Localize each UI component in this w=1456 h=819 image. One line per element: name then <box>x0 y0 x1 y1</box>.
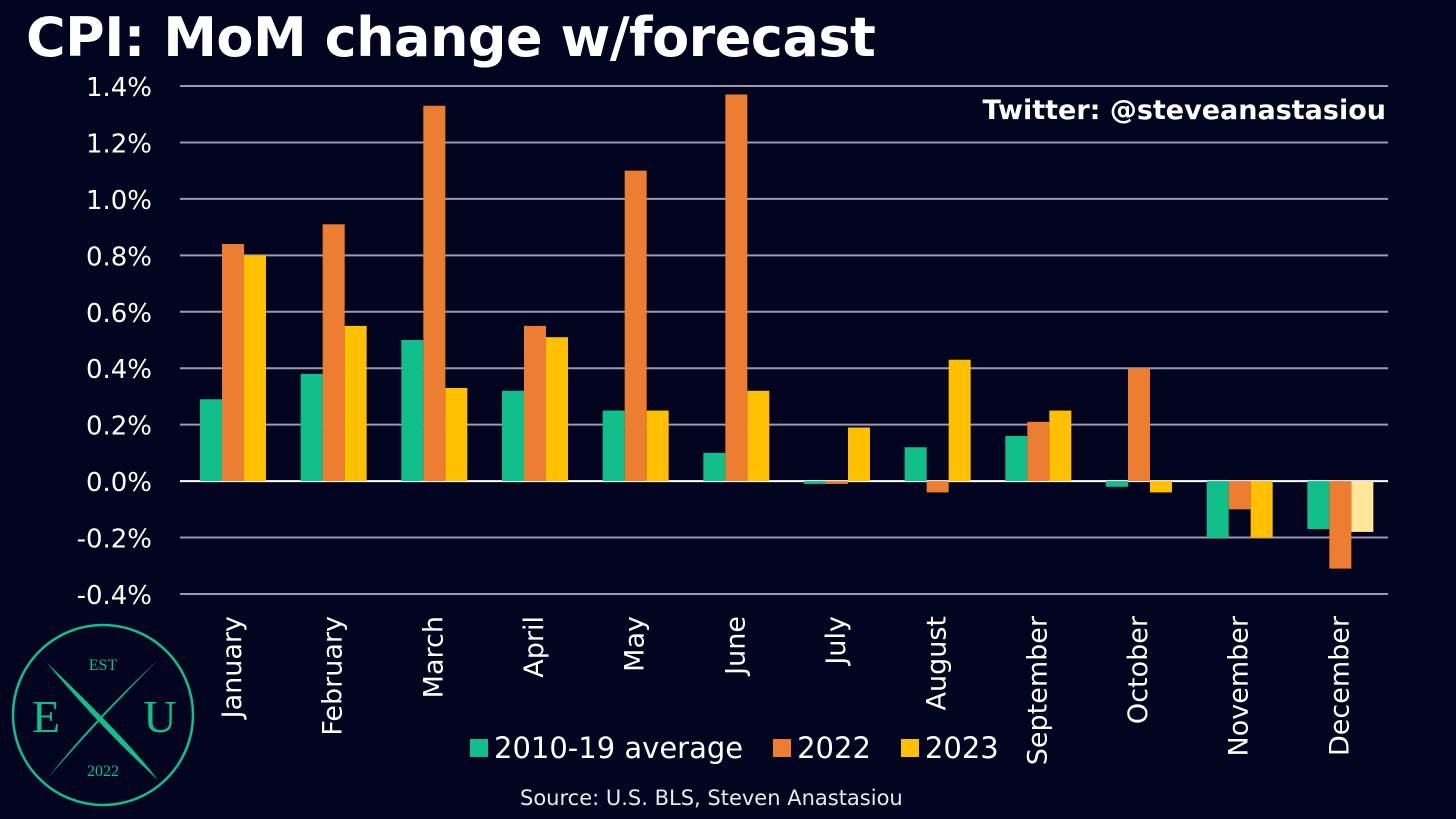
legend-label-2023: 2023 <box>924 731 999 765</box>
x-tick-label-april: April <box>519 616 550 678</box>
legend-item-2022: 2022 <box>773 731 871 765</box>
bar-2023-january <box>244 255 266 482</box>
bar-2022-december <box>1329 481 1352 569</box>
legend: 2010-19 average 2022 2023 <box>470 731 1029 765</box>
bar-2022-may <box>624 170 647 482</box>
chart-title: CPI: MoM change w/forecast <box>26 6 876 69</box>
bar-2023-july <box>848 427 870 482</box>
bar-2022-january <box>222 244 244 482</box>
y-tick-label: -0.2% <box>77 525 152 555</box>
bar-2010-19-average-december <box>1307 481 1330 530</box>
bar-2022-september <box>1027 421 1050 482</box>
y-tick-label: 1.0% <box>86 186 152 216</box>
bar-2023-april <box>546 337 568 482</box>
gridlines <box>180 85 1388 595</box>
bar-2010-19-average-november <box>1206 481 1229 538</box>
bar-2022-june <box>725 94 748 482</box>
x-tick-label-may: May <box>620 616 651 672</box>
bar-2023-august <box>948 359 971 482</box>
bar-2022-august <box>926 481 949 493</box>
x-tick-label-october: October <box>1123 615 1154 724</box>
legend-swatch-2023 <box>900 739 919 757</box>
bar-2023-may <box>646 410 669 482</box>
y-tick-label: 1.4% <box>86 73 152 103</box>
bar-2022-april <box>524 325 546 482</box>
y-tick-label: 0.2% <box>86 412 152 442</box>
bar-2010-19-average-april <box>502 390 524 482</box>
x-tick-label-june: June <box>720 616 751 677</box>
legend-swatch-avg <box>470 739 488 757</box>
bar-2022-november <box>1228 481 1251 510</box>
bar-2022-march <box>423 105 446 482</box>
x-tick-label-august: August <box>922 616 953 711</box>
bar-2023-december <box>1351 481 1374 532</box>
y-tick-label: 0.6% <box>86 299 152 329</box>
logo-e: E <box>32 691 60 742</box>
x-tick-label-september: September <box>1022 615 1053 765</box>
bar-2010-19-average-august <box>904 447 927 482</box>
y-tick-label: 0.4% <box>86 355 152 385</box>
bar-2023-october <box>1150 481 1172 493</box>
x-tick-label-november: November <box>1224 615 1255 756</box>
y-tick-label: 0.0% <box>86 468 152 498</box>
bar-2023-september <box>1049 410 1072 482</box>
x-tick-label-july: July <box>821 616 852 667</box>
bar-2010-19-average-january <box>200 399 222 482</box>
x-axis-ticks: January February March April May June July Augu… <box>217 615 1355 765</box>
x-tick-label-january: January <box>217 616 248 720</box>
x-tick-label-march: March <box>418 616 449 698</box>
legend-label-avg: 2010-19 average <box>494 731 744 765</box>
bar-2010-19-average-may <box>602 410 625 482</box>
legend-label-2022: 2022 <box>797 731 871 765</box>
bar-2022-february <box>322 224 345 482</box>
y-tick-label: 1.2% <box>86 129 152 159</box>
logo-u: U <box>143 691 176 742</box>
bar-2023-march <box>445 387 468 482</box>
bar-2010-19-average-july <box>804 481 826 484</box>
bar-2023-june <box>747 390 770 482</box>
bar-2010-19-average-february <box>300 373 323 482</box>
bar-2022-october <box>1128 368 1150 482</box>
y-tick-label: 0.8% <box>86 242 152 272</box>
twitter-handle: Twitter: @steveanastasiou <box>982 95 1386 126</box>
logo-year: 2022 <box>87 763 119 780</box>
bar-2023-february <box>344 325 367 482</box>
x-tick-label-december: December <box>1324 615 1355 756</box>
bars <box>200 94 1374 569</box>
bar-2010-19-average-march <box>401 340 424 482</box>
y-tick-label: -0.4% <box>77 581 152 611</box>
logo: EST E U 2022 <box>11 623 195 807</box>
logo-est: EST <box>89 657 118 674</box>
legend-item-avg: 2010-19 average <box>470 731 743 765</box>
bar-2010-19-average-october <box>1106 481 1128 487</box>
legend-swatch-2022 <box>773 739 792 757</box>
x-tick-label-february: February <box>318 616 349 736</box>
bar-2010-19-average-june <box>703 452 726 482</box>
bar-2023-november <box>1250 481 1273 538</box>
bar-2010-19-average-september <box>1005 435 1028 482</box>
bar-2022-july <box>826 481 848 484</box>
y-axis-ticks: -0.4% -0.2% 0.0% 0.2% 0.4% 0.6% 0.8% 1.0% 1.2% 1.… <box>77 73 152 611</box>
source-note: Source: U.S. BLS, Steven Anastasiou <box>520 786 903 810</box>
legend-item-2023: 2023 <box>900 731 999 765</box>
